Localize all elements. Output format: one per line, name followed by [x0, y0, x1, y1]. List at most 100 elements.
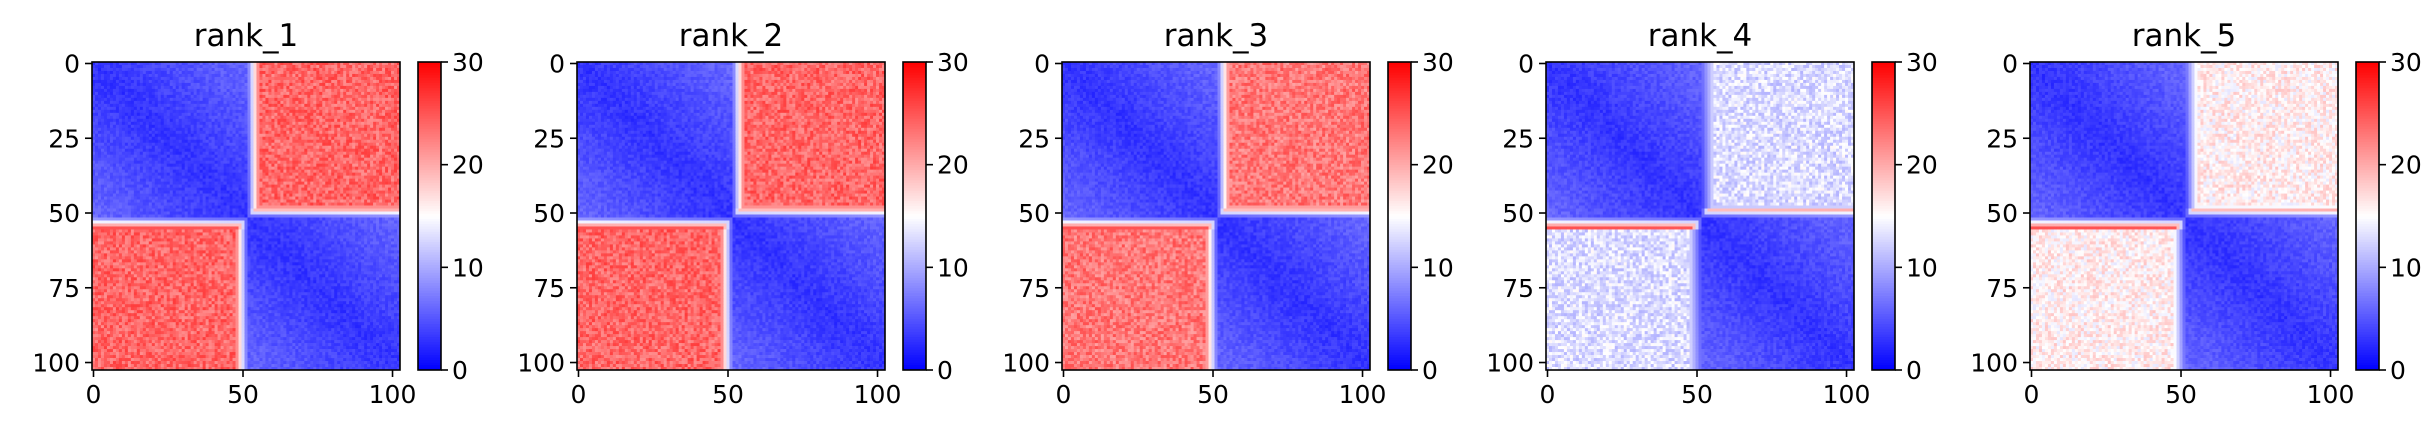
heatmap-cell [328, 176, 331, 179]
heatmap-cell [143, 83, 146, 86]
heatmap-cell [352, 197, 355, 200]
heatmap-cell [289, 137, 292, 140]
heatmap-cell [331, 119, 334, 122]
heatmap-cell [95, 182, 98, 185]
heatmap-cell [134, 176, 137, 179]
heatmap-cell [256, 122, 259, 125]
heatmap-cell [179, 179, 182, 182]
heatmap-cell [152, 122, 155, 125]
heatmap-cell [134, 206, 137, 209]
heatmap-cell [212, 71, 215, 74]
heatmap-cell [191, 179, 194, 182]
heatmap-cell [164, 143, 167, 146]
heatmap-cell [119, 101, 122, 104]
heatmap-cell [179, 176, 182, 179]
heatmap-cell [313, 104, 316, 107]
heatmap-cell [200, 98, 203, 101]
heatmap-cell [340, 170, 343, 173]
heatmap-cell [119, 89, 122, 92]
heatmap-cell [382, 125, 385, 128]
heatmap-cell [167, 77, 170, 80]
heatmap-cell [101, 128, 104, 131]
heatmap-cell [179, 152, 182, 155]
heatmap-cell [110, 131, 113, 134]
heatmap-cell [361, 131, 364, 134]
heatmap-cell [310, 107, 313, 110]
heatmap-cell [119, 152, 122, 155]
heatmap-cell [262, 170, 265, 173]
heatmap-cell [149, 164, 152, 167]
heatmap-cell [301, 86, 304, 89]
heatmap-cell [134, 197, 137, 200]
heatmap-cell [110, 161, 113, 164]
heatmap-cell [322, 83, 325, 86]
heatmap-cell [367, 128, 370, 131]
heatmap-cell [367, 71, 370, 74]
heatmap-cell [331, 86, 334, 89]
heatmap-cell [158, 86, 161, 89]
heatmap-cell [167, 86, 170, 89]
heatmap-cell [367, 179, 370, 182]
heatmap-cell [134, 161, 137, 164]
heatmap-cell [250, 158, 253, 161]
heatmap-cell [206, 77, 209, 80]
heatmap-cell [265, 131, 268, 134]
heatmap-cell [301, 194, 304, 197]
heatmap-cell [143, 77, 146, 80]
heatmap-cell [313, 74, 316, 77]
heatmap-cell [137, 146, 140, 149]
heatmap-cell [128, 149, 131, 152]
heatmap-cell [182, 131, 185, 134]
heatmap-cell [101, 158, 104, 161]
heatmap-cell [194, 86, 197, 89]
heatmap-cell [295, 194, 298, 197]
heatmap-cell [116, 92, 119, 95]
heatmap-cell [137, 86, 140, 89]
heatmap-cell [179, 131, 182, 134]
heatmap-cell [310, 92, 313, 95]
heatmap-cell [349, 173, 352, 176]
heatmap-cell [259, 125, 262, 128]
heatmap-cell [242, 98, 245, 101]
heatmap-cell [328, 68, 331, 71]
heatmap-cell [328, 185, 331, 188]
heatmap-cell [370, 164, 373, 167]
heatmap-cell [385, 98, 388, 101]
heatmap-cell [394, 164, 397, 167]
heatmap-cell [203, 179, 206, 182]
heatmap-cell [265, 194, 268, 197]
heatmap-cell [122, 116, 125, 119]
heatmap-cell [191, 113, 194, 116]
heatmap-cell [95, 158, 98, 161]
heatmap-cell [134, 95, 137, 98]
heatmap-cell [161, 104, 164, 107]
heatmap-cell [215, 167, 218, 170]
heatmap-cell [289, 164, 292, 167]
heatmap-cell [256, 131, 259, 134]
heatmap-cell [221, 104, 224, 107]
heatmap-cell [152, 137, 155, 140]
heatmap-cell [265, 83, 268, 86]
heatmap-cell [367, 188, 370, 191]
heatmap-cell [200, 149, 203, 152]
heatmap-cell [239, 113, 242, 116]
heatmap-cell [304, 104, 307, 107]
heatmap-cell [203, 167, 206, 170]
heatmap-cell [307, 128, 310, 131]
heatmap-cell [313, 200, 316, 203]
heatmap-cell [158, 161, 161, 164]
heatmap-cell [206, 152, 209, 155]
heatmap-cell [218, 197, 221, 200]
heatmap-cell [319, 86, 322, 89]
heatmap-cell [218, 65, 221, 68]
heatmap-cell [343, 170, 346, 173]
heatmap-cell [289, 74, 292, 77]
heatmap-cell [277, 119, 280, 122]
heatmap-cell [301, 95, 304, 98]
heatmap-cell [212, 77, 215, 80]
heatmap-cell [295, 74, 298, 77]
heatmap-cell [119, 140, 122, 143]
heatmap-cell [346, 71, 349, 74]
heatmap-cell [98, 161, 101, 164]
heatmap-cell [236, 185, 239, 188]
